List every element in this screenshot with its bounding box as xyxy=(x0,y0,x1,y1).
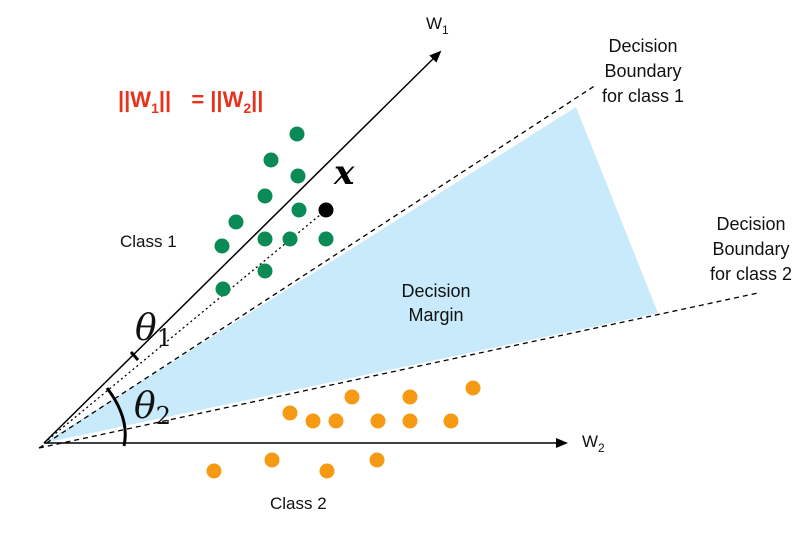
decision-margin-region xyxy=(44,107,658,443)
decision-margin-label-line1: Decision xyxy=(401,281,470,301)
class1-point xyxy=(290,168,306,184)
theta2-arc xyxy=(105,387,127,447)
class2-point xyxy=(206,463,222,479)
boundary2-label-line3: for class 2 xyxy=(710,264,792,284)
class1-point xyxy=(214,238,230,254)
norm-equation: ||W1|| = ||W2|| xyxy=(118,87,263,116)
decision-boundary-class2-line xyxy=(38,292,759,449)
class1-point xyxy=(257,263,273,279)
decision-margin-label-line2: Margin xyxy=(408,305,463,325)
boundary1-label-line1: Decision xyxy=(608,36,677,56)
w1-axis-arrow xyxy=(43,50,442,444)
class1-label: Class 1 xyxy=(120,232,177,251)
class1-point xyxy=(289,126,305,142)
class2-point xyxy=(402,413,418,429)
class2-point xyxy=(465,380,481,396)
boundary2-label-line2: Boundary xyxy=(712,239,789,259)
class2-label: Class 2 xyxy=(270,494,327,513)
w1-axis-label: W1 xyxy=(426,14,449,37)
boundary1-label-line2: Boundary xyxy=(604,61,681,81)
class2-point xyxy=(402,389,418,405)
theta1-tick xyxy=(129,351,140,361)
theta2-label: θ2 xyxy=(134,386,171,430)
class1-point xyxy=(215,281,231,297)
boundary2-label-line1: Decision xyxy=(716,214,785,234)
theta1-label: θ1 xyxy=(135,308,172,352)
class1-point xyxy=(282,231,298,247)
class1-point xyxy=(291,202,307,218)
class2-point xyxy=(282,405,298,421)
class2-point xyxy=(319,463,335,479)
class1-points xyxy=(214,126,334,297)
point-x-label: x xyxy=(333,153,355,193)
class2-point xyxy=(305,413,321,429)
class2-points xyxy=(206,380,481,479)
class1-point xyxy=(257,188,273,204)
class1-point xyxy=(263,152,279,168)
class1-point xyxy=(318,231,334,247)
class2-point xyxy=(370,413,386,429)
class2-point xyxy=(328,413,344,429)
class2-point xyxy=(443,413,459,429)
class2-point xyxy=(264,452,280,468)
w2-axis-label: W2 xyxy=(582,432,605,455)
boundary1-label-line3: for class 1 xyxy=(602,86,684,106)
class2-point xyxy=(369,452,385,468)
class1-point xyxy=(257,231,273,247)
class1-point xyxy=(228,214,244,230)
dotted-line-to-x xyxy=(43,209,327,444)
class2-point xyxy=(344,389,360,405)
decision-boundary-class1-line xyxy=(38,84,597,449)
point-x xyxy=(318,202,334,218)
